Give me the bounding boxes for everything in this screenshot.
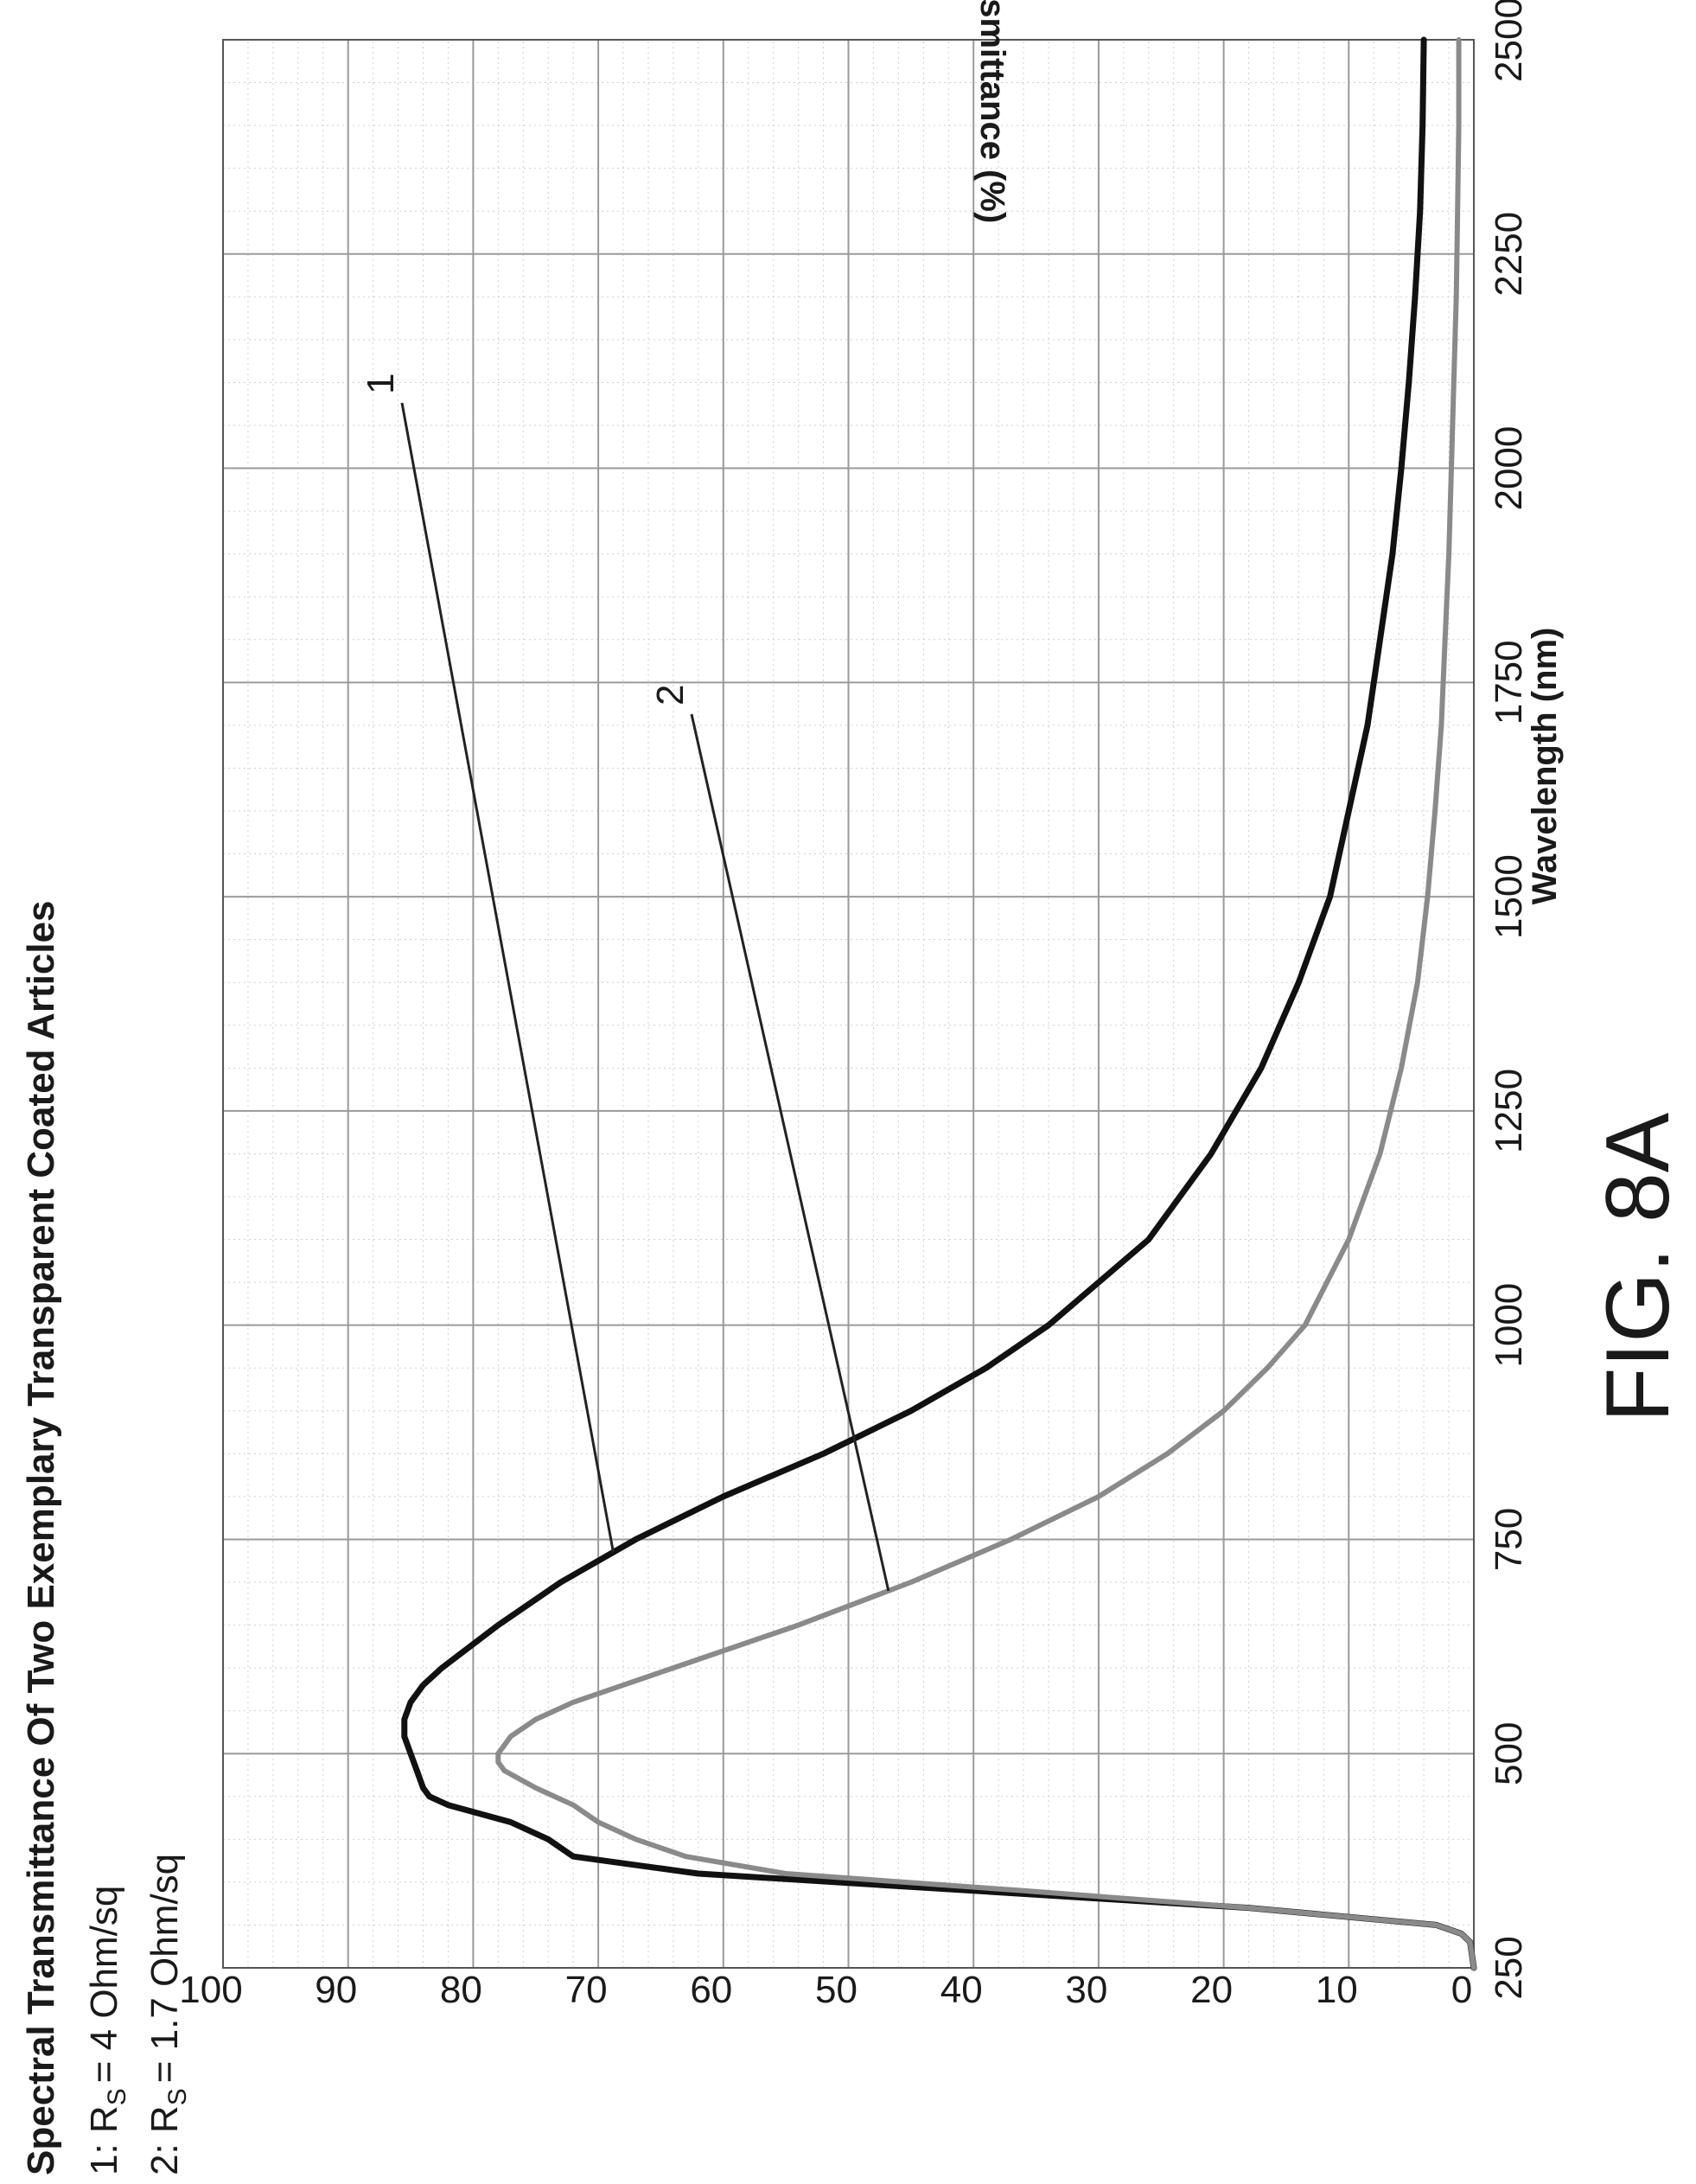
- legend-entry-2-rest: = 1.7 Ohm/sq: [143, 1854, 186, 2083]
- x-tick-2000: 2000: [1488, 426, 1530, 511]
- legend-entry-2-sub: S: [163, 2088, 192, 2105]
- y-tick-70: 70: [565, 1969, 608, 2011]
- grid-lines: [222, 39, 1475, 1969]
- y-tick-0: 0: [1451, 1969, 1472, 2011]
- callout-1-label: 1: [360, 374, 402, 394]
- legend-entry-2-prefix: 2: R: [143, 2105, 186, 2175]
- chart-title: Spectral Transmittance Of Two Exemplary …: [20, 901, 62, 2175]
- legend-entry-1: 1: RS = 4 Ohm/sq: [83, 1886, 131, 2175]
- x-axis-label: Wavelength (nm): [1526, 628, 1564, 905]
- y-tick-30: 30: [1065, 1969, 1107, 2011]
- y-axis-label: Transmittance (%): [973, 0, 1011, 223]
- series-2-line: [495, 37, 1476, 1970]
- y-tick-80: 80: [440, 1969, 482, 2011]
- x-tick-500: 500: [1488, 1722, 1530, 1785]
- series-callouts: 12: [360, 374, 890, 1592]
- y-tick-60: 60: [690, 1969, 732, 2011]
- x-tick-2500: 2500: [1488, 0, 1530, 82]
- x-tick-750: 750: [1488, 1508, 1530, 1571]
- callout-2-label: 2: [649, 685, 692, 706]
- legend-entry-1-rest: = 4 Ohm/sq: [83, 1886, 125, 2084]
- callout-2-leader: [690, 713, 890, 1592]
- y-tick-10: 10: [1316, 1969, 1358, 2011]
- plot-frame: [222, 39, 1475, 1969]
- y-tick-50: 50: [815, 1969, 858, 2011]
- y-tick-20: 20: [1190, 1969, 1233, 2011]
- x-tick-1500: 1500: [1488, 854, 1530, 939]
- y-tick-90: 90: [315, 1969, 357, 2011]
- callout-1-leader: [400, 402, 615, 1553]
- legend-entry-2: 2: RS = 1.7 Ohm/sq: [143, 1854, 192, 2175]
- y-tick-labels: 0 10 20 30 40 50 60 70 80 90 100: [179, 1969, 1472, 2011]
- x-tick-1000: 1000: [1488, 1283, 1530, 1368]
- figure-label: FIG. 8A: [1588, 1112, 1688, 1422]
- x-tick-250: 250: [1488, 1936, 1530, 1999]
- y-tick-100: 100: [179, 1969, 242, 2011]
- x-tick-1250: 1250: [1488, 1069, 1530, 1153]
- x-tick-labels: 250 500 750 1000 1250 1500 1750 2000 2250 2500: [1488, 0, 1530, 2000]
- y-tick-40: 40: [940, 1969, 983, 2011]
- x-tick-2250: 2250: [1488, 212, 1530, 297]
- legend-entry-1-prefix: 1: R: [83, 2105, 125, 2175]
- legend-entry-1-sub: S: [103, 2088, 131, 2105]
- series-group: [401, 36, 1477, 1971]
- x-tick-1750: 1750: [1488, 640, 1530, 725]
- series-1-line: [401, 36, 1477, 1971]
